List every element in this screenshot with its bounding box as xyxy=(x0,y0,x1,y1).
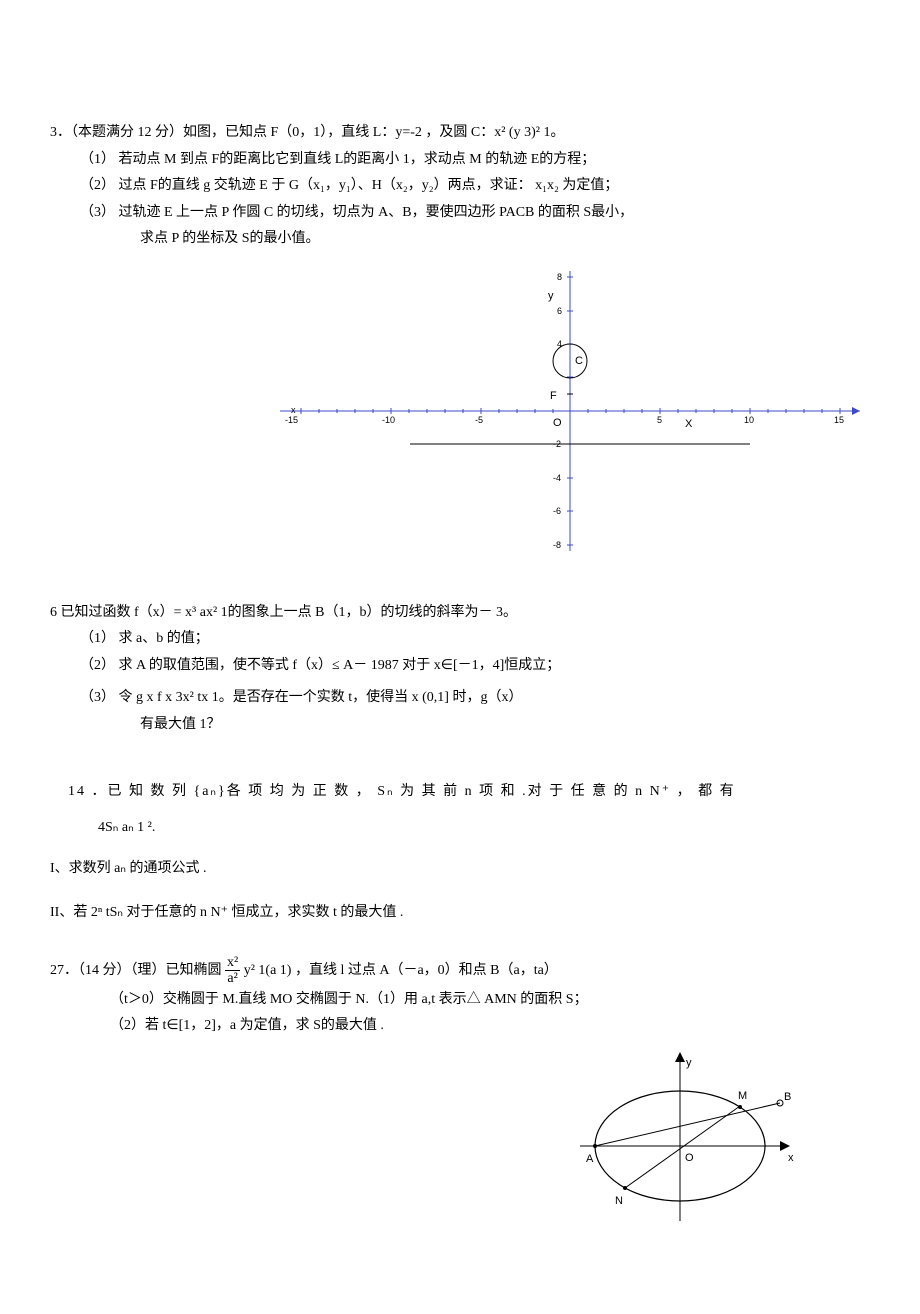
p14-formula: 4Sₙ aₙ 1 ². xyxy=(68,815,870,842)
p6-intro: 6 已知过函数 f（x）= x³ ax² 1的图象上一点 B（1，b）的切线的斜… xyxy=(50,600,870,627)
p3-graph-container: -15 -10 -5 5 10 15 x 8 6 4 -2 -4 -6 -8 y… xyxy=(50,261,870,572)
p3-q3b: 求点 P 的坐标及 S的最小值。 xyxy=(50,226,870,253)
p6-q1: （1） 求 a、b 的值； xyxy=(50,626,870,653)
p27-line2: （t＞0）交椭圆于 M.直线 MO 交椭圆于 N.（1）用 a,t 表示△ AM… xyxy=(50,987,870,1014)
label-N: N xyxy=(615,1195,623,1207)
problem-27: 27．（14 分）（理）已知椭圆 x² a² y² 1(a 1) ，直线 l 过… xyxy=(50,955,870,1237)
circle-C-label: C xyxy=(575,355,583,367)
point-F-label: F xyxy=(550,390,557,402)
label-y: y xyxy=(686,1057,692,1069)
p3-intro: 3．（本题满分 12 分）如图，已知点 F（0，1），直线 L：y=-2 ，及圆… xyxy=(50,120,870,147)
p3-q2: （2） 过点 F的直线 g 交轨迹 E 于 G（x₁，y₁）、H（x₂，y₂）两… xyxy=(50,173,870,200)
label-B: B xyxy=(784,1091,791,1103)
p27-intro-a: 27．（14 分）（理）已知椭圆 xyxy=(50,963,225,978)
p27-line3: （2）若 t∈[1，2]，a 为定值，求 S的最大值 . xyxy=(50,1013,870,1040)
p6-q2: （2） 求 A 的取值范围，使不等式 f（x）≤ A－ 1987 对于 x∈[－… xyxy=(50,653,870,680)
p3-q1: （1） 若动点 M 到点 F的距离比它到直线 L的距离小 1，求动点 M 的轨迹… xyxy=(50,147,870,174)
problem-14: 14 ．已 知 数 列 {aₙ}各 项 均 为 正 数 ， Sₙ 为 其 前 n… xyxy=(50,779,870,927)
xlabel-neg10: -10 xyxy=(382,415,395,425)
label-M: M xyxy=(738,1090,747,1102)
p14-q2: II、若 2ⁿ tSₙ 对于任意的 n N⁺ 恒成立，求实数 t 的最大值 . xyxy=(50,900,870,927)
xlabel-neg5: -5 xyxy=(475,415,483,425)
problem-6: 6 已知过函数 f（x）= x³ ax² 1的图象上一点 B（1，b）的切线的斜… xyxy=(50,600,870,739)
p14-intro: 14 ．已 知 数 列 {aₙ}各 项 均 为 正 数 ， Sₙ 为 其 前 n… xyxy=(68,779,870,806)
p6-q3b: 有最大值 1？ xyxy=(50,712,870,739)
x-axis-label: X xyxy=(685,418,693,430)
y-axis-label: y xyxy=(548,290,554,302)
xlabel-10: 10 xyxy=(744,415,754,425)
ylabel-8: 8 xyxy=(557,272,562,282)
coordinate-graph-icon: -15 -10 -5 5 10 15 x 8 6 4 -2 -4 -6 -8 y… xyxy=(270,261,870,561)
label-x: x xyxy=(788,1152,794,1164)
ylabel-neg8: -8 xyxy=(553,540,561,550)
ylabel-neg6: -6 xyxy=(553,506,561,516)
fraction-x2-a2: x² a² xyxy=(225,955,240,987)
ylabel-6: 6 xyxy=(557,306,562,316)
xlabel-neg15: -15 xyxy=(285,415,298,425)
p6-q3a: （3） 令 g x f x 3x² tx 1。是否存在一个实数 t，使得当 x … xyxy=(50,685,870,712)
label-A: A xyxy=(586,1153,594,1165)
frac-den: a² xyxy=(225,971,240,986)
p27-intro-b: y² 1(a 1) ，直线 l 过点 A（－a，0）和点 B（a，ta） xyxy=(244,963,558,978)
problem-3: 3．（本题满分 12 分）如图，已知点 F（0，1），直线 L：y=-2 ，及圆… xyxy=(50,120,870,572)
p3-q3a: （3） 过轨迹 E 上一点 P 作圆 C 的切线，切点为 A、B，要使四边形 P… xyxy=(50,200,870,227)
xlabel-5: 5 xyxy=(657,415,662,425)
ylabel-neg4: -4 xyxy=(553,473,561,483)
origin-label: O xyxy=(553,417,562,429)
label-O: O xyxy=(685,1152,694,1164)
svg-text:x: x xyxy=(291,405,296,415)
ellipse-graph-icon: y x O A B M N xyxy=(570,1046,800,1226)
xlabel-15: 15 xyxy=(834,415,844,425)
p14-q1: I、求数列 aₙ 的通项公式 . xyxy=(50,856,870,883)
frac-num: x² xyxy=(225,955,240,971)
p27-intro: 27．（14 分）（理）已知椭圆 x² a² y² 1(a 1) ，直线 l 过… xyxy=(50,955,870,987)
p27-graph-container: y x O A B M N xyxy=(50,1046,870,1237)
